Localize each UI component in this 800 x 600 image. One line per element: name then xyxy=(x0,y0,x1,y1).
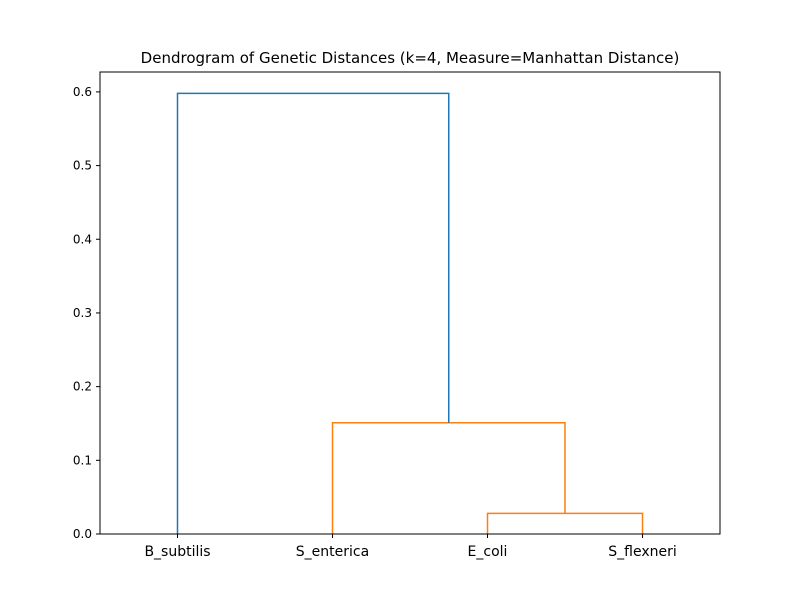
dendrogram-link-1 xyxy=(331,421,566,534)
y-tick-label: 0.2 xyxy=(73,380,92,394)
dendrogram-links xyxy=(176,92,644,534)
dendrogram-link-2 xyxy=(176,92,450,534)
leaf-label: S_enterica xyxy=(296,544,369,560)
y-tick-label: 0.5 xyxy=(73,159,92,173)
y-tick-label: 0.3 xyxy=(73,306,92,320)
y-axis: 0.0 0.1 0.2 0.3 0.4 0.5 0.6 xyxy=(73,85,100,541)
chart-title: Dendrogram of Genetic Distances (k=4, Me… xyxy=(141,49,680,67)
leaf-label: E_coli xyxy=(468,544,508,560)
y-tick-label: 0.0 xyxy=(73,527,92,541)
leaf-label: B_subtilis xyxy=(144,544,210,560)
dendrogram-link-0 xyxy=(486,512,644,534)
x-axis: B_subtilis S_enterica E_coli S_flexneri xyxy=(144,534,677,560)
y-tick-label: 0.1 xyxy=(73,453,92,467)
plot-frame xyxy=(99,71,721,535)
y-tick-label: 0.4 xyxy=(73,232,92,246)
leaf-label: S_flexneri xyxy=(608,544,677,560)
y-tick-label: 0.6 xyxy=(73,85,92,99)
